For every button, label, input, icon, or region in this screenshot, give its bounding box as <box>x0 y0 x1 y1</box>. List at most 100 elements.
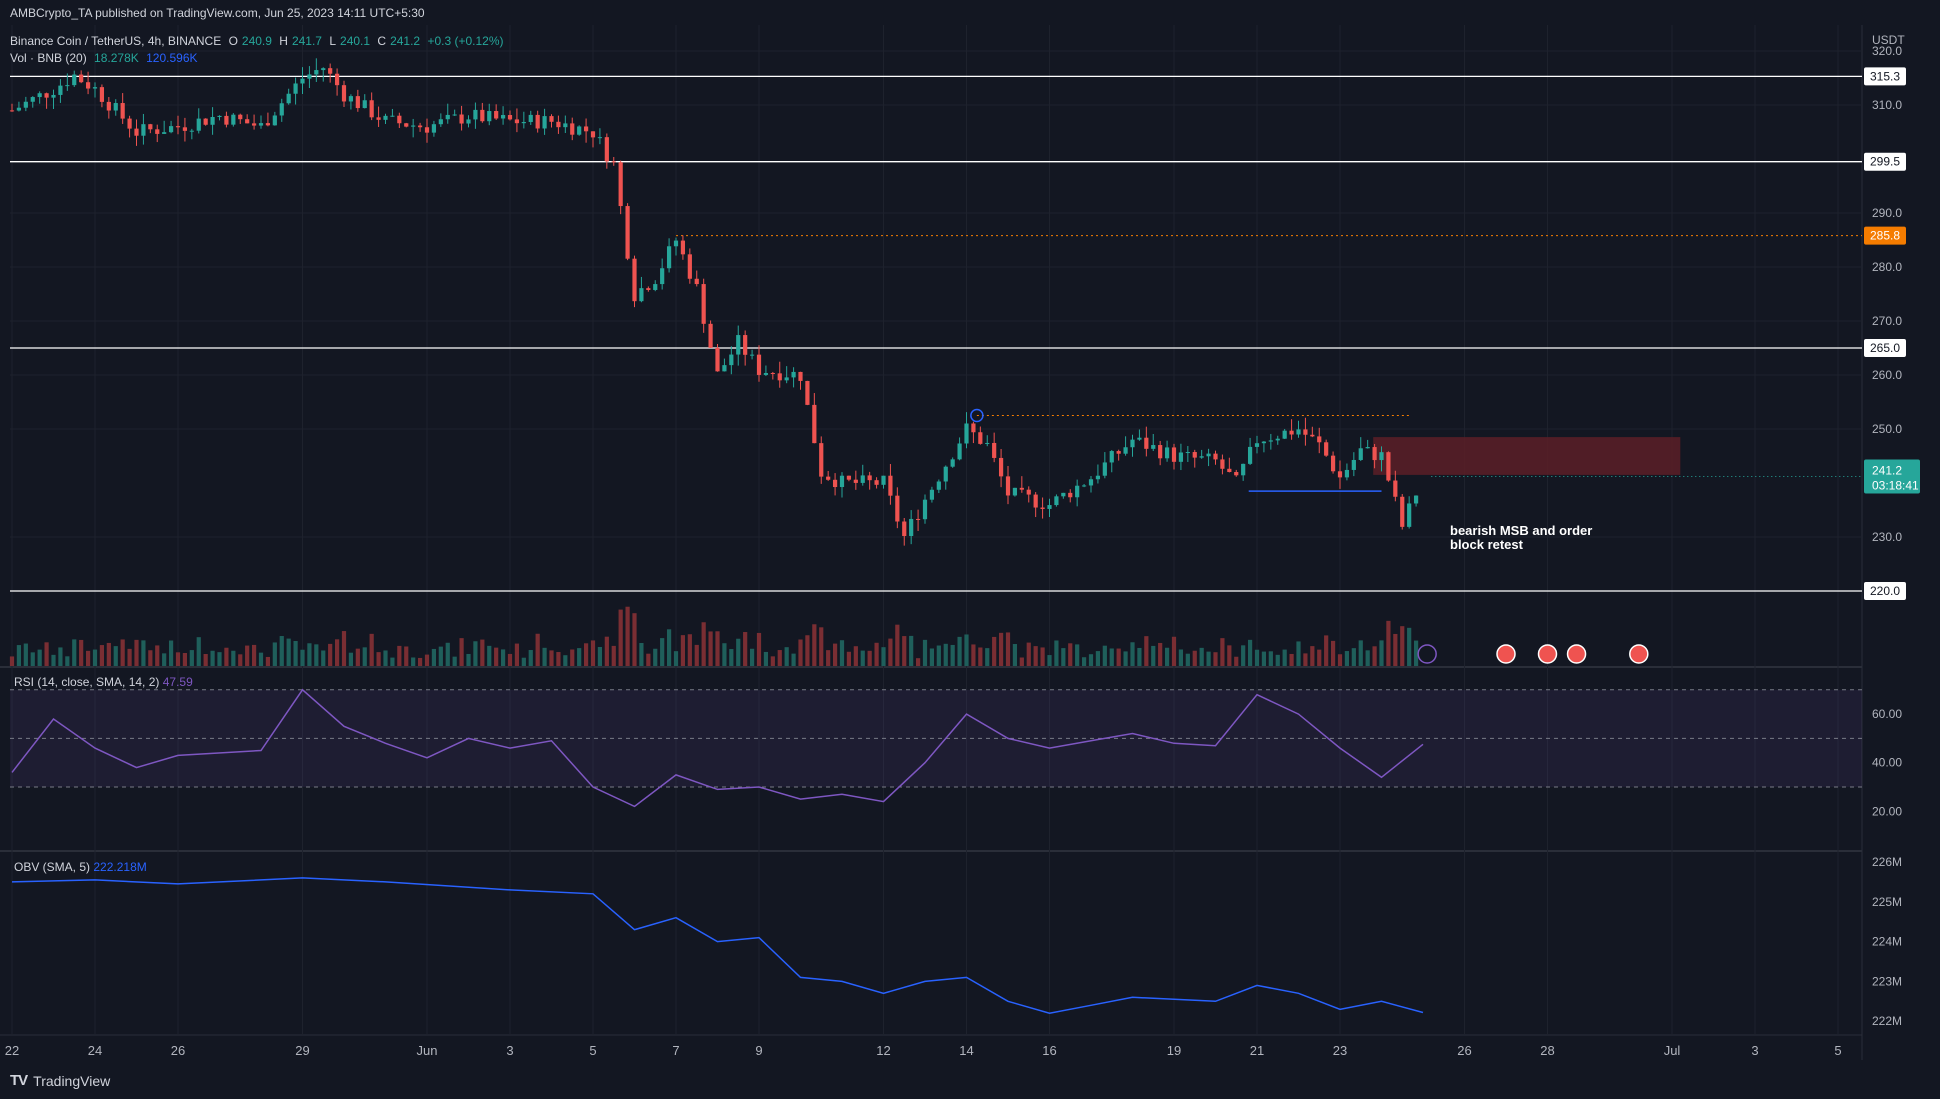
candle-body <box>1019 487 1024 490</box>
volume-bar <box>577 648 582 666</box>
candle-body <box>763 373 769 375</box>
candle-body <box>895 495 900 522</box>
rsi-tick-label: 20.00 <box>1872 804 1902 818</box>
candle-body <box>1164 447 1170 459</box>
volume-bar <box>1005 632 1011 666</box>
candle-body <box>909 518 914 537</box>
candle-body <box>549 116 554 122</box>
candle-body <box>929 489 935 500</box>
volume-bar <box>210 650 215 666</box>
chart-annotation: bearish MSB and order block retest <box>1450 523 1593 552</box>
volume-bar <box>832 643 838 666</box>
candle-body <box>1116 451 1121 454</box>
volume-bar <box>777 650 782 666</box>
volume-bar <box>542 647 547 666</box>
obv-legend[interactable]: OBV (SMA, 5) 222.218M <box>14 860 147 874</box>
volume-bar <box>51 654 56 666</box>
volume-bar <box>1068 643 1073 666</box>
candle-body <box>950 459 955 467</box>
candle-body <box>943 466 948 482</box>
volume-bar <box>992 636 997 666</box>
ohlc-high: 241.7 <box>291 34 322 48</box>
candle-body <box>1303 429 1308 435</box>
candle-body <box>210 116 215 125</box>
candle-body <box>417 125 423 128</box>
volume-bar <box>445 642 450 666</box>
volume-bar <box>120 639 125 666</box>
candle-body <box>563 123 568 128</box>
candle-body <box>500 115 506 119</box>
volume-bar <box>1178 649 1184 666</box>
volume-bar <box>307 643 312 666</box>
candle-body <box>888 475 893 496</box>
volume-bar <box>985 648 990 666</box>
candle-body <box>1192 452 1197 458</box>
time-tick-label: 7 <box>672 1043 679 1058</box>
rsi-legend[interactable]: RSI (14, close, SMA, 14, 2) 47.59 <box>14 675 193 689</box>
volume-bar <box>1358 640 1363 666</box>
volume-bar <box>376 652 381 666</box>
obv-tick-label: 225M <box>1872 895 1902 909</box>
candle-body <box>348 96 354 102</box>
candle-body <box>577 126 582 135</box>
candle-body <box>23 101 28 108</box>
volume-bar <box>1303 653 1308 666</box>
candle-body <box>1158 445 1163 459</box>
candle-body <box>514 119 520 124</box>
candle-body <box>694 278 699 285</box>
volume-bar <box>625 606 630 666</box>
volume-bar <box>998 632 1004 666</box>
footer-brand[interactable]: TV TradingView <box>10 1072 110 1089</box>
candle-body <box>189 130 194 132</box>
candle-body <box>521 122 526 124</box>
volume-label[interactable]: Vol · BNB (20) <box>10 51 87 65</box>
economic-event-flag-icon <box>1566 644 1587 664</box>
volume-bar <box>65 656 70 666</box>
candle-body <box>1033 494 1038 508</box>
dividend-event-icon <box>1417 644 1437 664</box>
tradingview-logo-icon: TV <box>10 1072 28 1089</box>
volume-bar <box>141 640 146 666</box>
candle-body <box>300 78 305 84</box>
price-tick-label: 250.0 <box>1872 422 1902 436</box>
candle-body <box>134 128 139 136</box>
level-label-box <box>1864 582 1906 600</box>
economic-event-flag-icon <box>1629 644 1649 664</box>
candle-body <box>1289 430 1294 435</box>
candle-body <box>390 115 395 117</box>
candle-body <box>646 288 651 290</box>
volume-bar <box>646 653 651 666</box>
candle-body <box>1247 446 1253 464</box>
volume-bar <box>300 649 305 666</box>
volume-bar <box>770 656 775 666</box>
candle-body <box>998 457 1004 477</box>
volume-bar <box>729 649 734 666</box>
candle-body <box>1324 442 1329 456</box>
volume-bar <box>632 613 637 666</box>
time-tick-label: 14 <box>959 1043 973 1058</box>
volume-bar <box>16 645 22 666</box>
candle-body <box>487 111 492 122</box>
candle-body <box>182 127 188 131</box>
volume-bar <box>929 648 935 666</box>
symbol-name[interactable]: Binance Coin / TetherUS, 4h, BINANCE <box>10 34 222 48</box>
candle-body <box>1413 495 1419 504</box>
candle-body <box>1123 447 1128 454</box>
volume-bar <box>563 655 568 666</box>
candle-body <box>1241 463 1246 476</box>
current-price-label: 241.2 <box>1872 464 1902 478</box>
volume-bar <box>44 642 49 666</box>
volume-bar <box>1351 648 1356 666</box>
volume-bar <box>369 633 374 666</box>
volume-bar <box>1123 651 1128 666</box>
volume-bar <box>404 646 409 666</box>
price-tick-label: 320.0 <box>1872 44 1902 58</box>
candle-body <box>1310 434 1315 437</box>
level-label: 220.0 <box>1870 584 1900 598</box>
volume-bar <box>826 650 831 666</box>
volume-bar <box>819 627 824 666</box>
volume-bar <box>618 609 623 666</box>
time-tick-label: Jun <box>417 1043 438 1058</box>
ohlc-change: +0.3 (+0.12%) <box>427 34 504 48</box>
